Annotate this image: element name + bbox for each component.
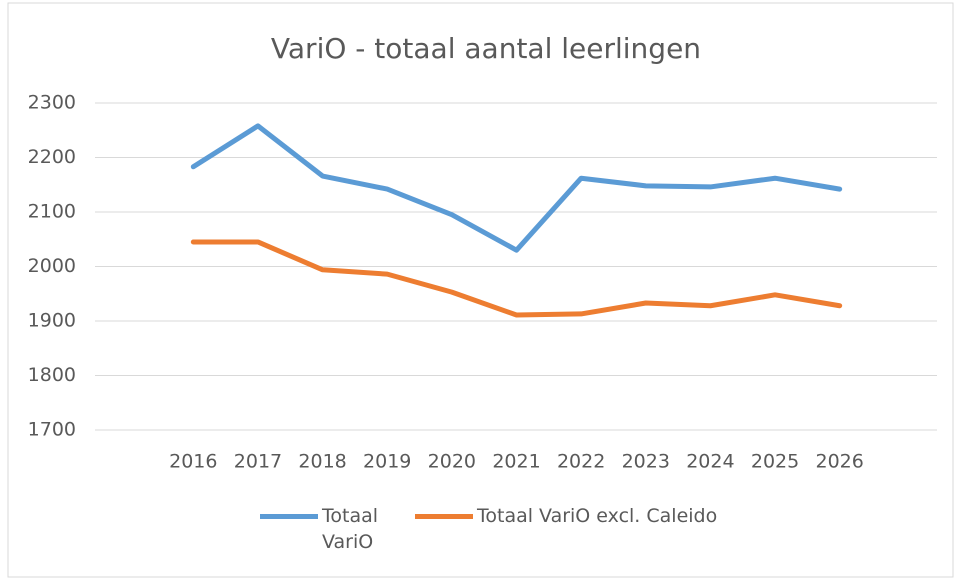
x-tick-label: 2021 (492, 451, 540, 473)
data-line (190, 239, 843, 318)
x-tick-label: 2017 (234, 451, 282, 473)
legend: Totaal VariO Totaal VariO excl. Caleido (260, 503, 735, 555)
y-tick-label: 1800 (28, 364, 76, 386)
x-tick-label: 2023 (622, 451, 670, 473)
x-tick-label: 2016 (169, 451, 217, 473)
legend-swatch (260, 514, 318, 519)
x-tick-label: 2024 (686, 451, 734, 473)
y-tick-label: 2200 (28, 146, 76, 168)
x-tick-label: 2018 (298, 451, 346, 473)
y-tick-label: 2000 (28, 255, 76, 277)
y-tick-label: 2100 (28, 201, 76, 223)
legend-item: Totaal VariO excl. Caleido (415, 503, 717, 529)
x-tick-label: 2019 (363, 451, 411, 473)
chart-title: VariO - totaal aantal leerlingen (271, 32, 701, 65)
legend-label: Totaal VariO excl. Caleido (477, 505, 718, 527)
chart-border (7, 2, 954, 578)
legend-item: Totaal VariO (260, 503, 397, 555)
x-tick-label: 2026 (816, 451, 864, 473)
x-tick-label: 2025 (751, 451, 799, 473)
y-tick-label: 1900 (28, 310, 76, 332)
data-line (190, 123, 843, 253)
x-tick-label: 2022 (557, 451, 605, 473)
y-tick-label: 2300 (28, 92, 76, 114)
y-tick-label: 1700 (28, 419, 76, 441)
legend-label: Totaal VariO (322, 505, 379, 553)
legend-swatch (415, 514, 473, 519)
x-tick-label: 2020 (428, 451, 476, 473)
